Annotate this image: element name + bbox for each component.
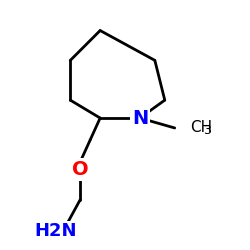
Text: H2N: H2N	[34, 222, 77, 240]
Text: 3: 3	[204, 124, 212, 138]
Text: O: O	[72, 160, 88, 179]
Text: CH: CH	[190, 120, 212, 136]
Text: N: N	[132, 108, 148, 128]
